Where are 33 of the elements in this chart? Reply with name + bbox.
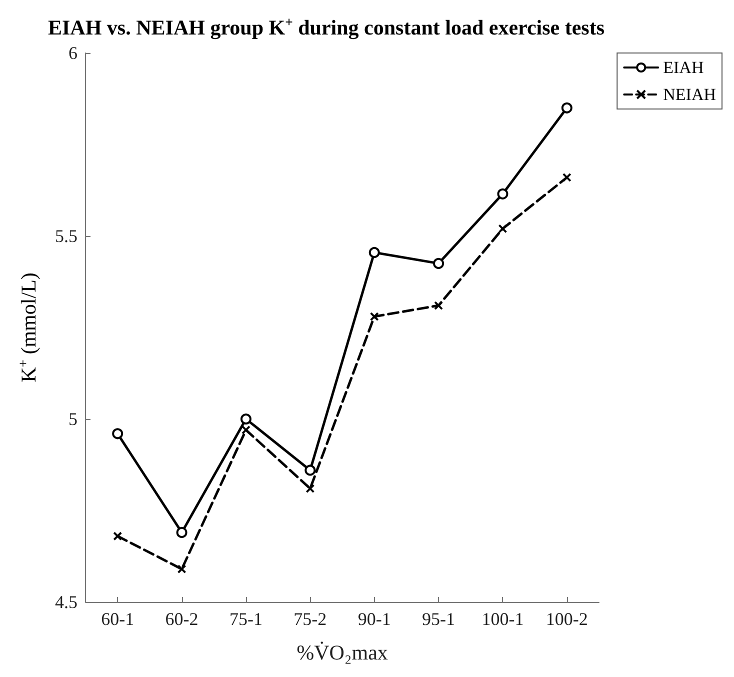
point [498,224,508,234]
point [113,532,122,541]
point [434,301,444,310]
point [304,464,316,476]
legend-label: EIAH [663,58,704,77]
point [176,526,188,538]
x-tick-label: 75-2 [294,609,327,629]
x-axis-title: %V̇O₂max [296,640,388,664]
y-tick-label: 4.5 [55,592,78,612]
point [306,484,315,494]
point [368,246,380,258]
x-tick-label: 60-2 [165,609,198,629]
x-tick-label: 60-1 [101,609,134,629]
y-tick-label: 5 [68,409,78,429]
chart-title: EIAH vs. NEIAH group K+ during constant load exercise tests [48,14,605,40]
x-tick-label: 95-1 [422,609,456,629]
x-tick-label: 90-1 [358,609,391,629]
y-tick-label: 6 [68,43,78,63]
x-tick-label: 75-1 [229,609,262,629]
point [112,428,124,440]
point [433,258,444,269]
point [240,414,252,424]
x-tick-label: 100-2 [546,609,588,629]
point [370,312,379,322]
point [562,172,572,182]
x-tick-label: 100-1 [482,609,524,629]
point [177,564,186,574]
legend-label: NEIAH [663,85,716,104]
point [241,425,250,434]
y-axis-title: K+ (mmol/L) [16,272,40,382]
point [497,188,508,200]
point [561,102,572,114]
y-tick-label: 5.5 [55,226,78,246]
